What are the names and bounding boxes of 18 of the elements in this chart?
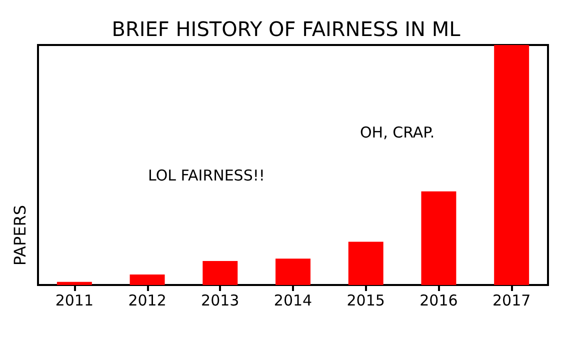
bar	[276, 258, 310, 285]
x-tick-label: 2012	[128, 292, 166, 310]
bar	[421, 191, 456, 285]
bar	[348, 242, 384, 285]
bar	[56, 282, 92, 285]
x-tick-label: 2013	[201, 292, 240, 310]
bar	[130, 274, 165, 285]
chart-title: BRIEF HISTORY OF FAIRNESS IN ML	[112, 17, 462, 41]
annotation: LOL FAIRNESS!!	[148, 166, 265, 184]
bar	[202, 261, 238, 285]
bar	[494, 45, 530, 285]
x-tick-label: 2017	[492, 292, 531, 310]
x-tick-label: 2011	[55, 292, 94, 310]
annotation: OH, CRAP.	[360, 124, 435, 142]
x-tick-label: 2014	[274, 292, 312, 310]
x-tick-label: 2015	[346, 292, 385, 310]
x-tick-label: 2016	[420, 292, 458, 310]
y-axis-title: PAPERS	[10, 204, 30, 266]
